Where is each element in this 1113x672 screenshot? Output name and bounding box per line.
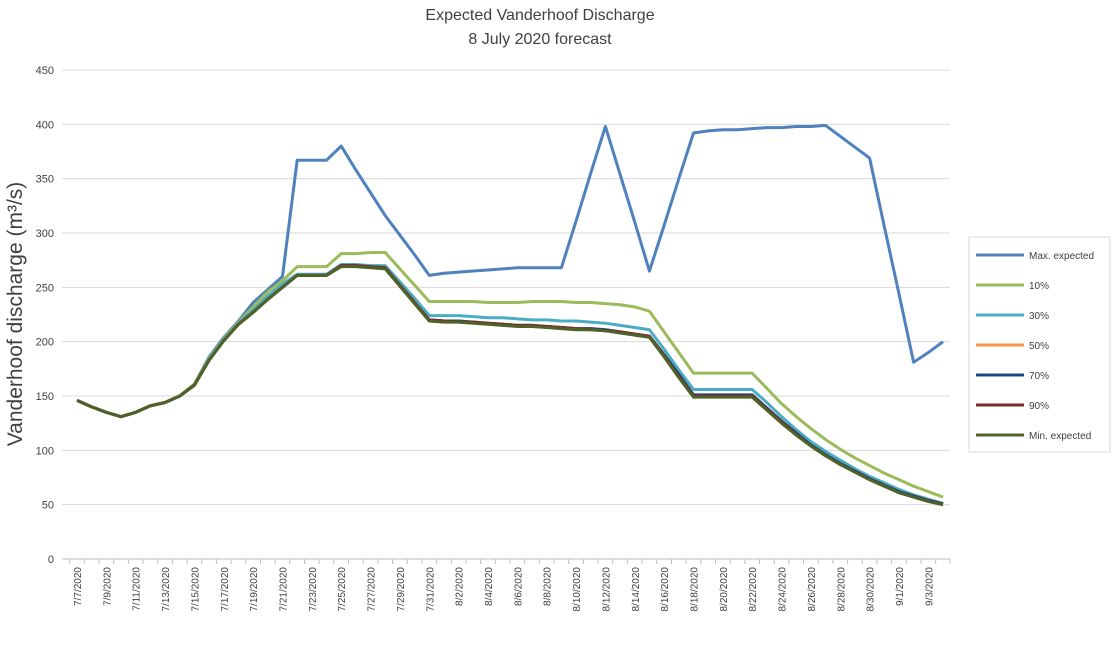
x-tick-label: 7/15/2020 <box>190 567 201 612</box>
x-tick-label: 8/16/2020 <box>660 567 671 612</box>
y-tick-label: 200 <box>36 337 54 349</box>
x-tick-label: 8/18/2020 <box>689 567 700 612</box>
x-tick-label: 9/3/2020 <box>924 567 935 606</box>
x-tick-label: 7/11/2020 <box>132 567 143 611</box>
x-tick-label: 7/13/2020 <box>161 567 172 612</box>
x-tick-label: 7/17/2020 <box>220 567 231 612</box>
x-tick-label: 8/14/2020 <box>631 567 642 612</box>
chart-title: Expected Vanderhoof Discharge <box>425 7 654 24</box>
series-line <box>76 251 944 499</box>
x-tick-label: 8/26/2020 <box>807 567 818 612</box>
x-tick-label: 8/28/2020 <box>836 567 847 612</box>
x-tick-label: 8/8/2020 <box>543 567 554 606</box>
x-tick-label: 8/4/2020 <box>484 567 495 606</box>
y-axis-label: Vanderhoof discharge (m³/s) <box>4 182 27 447</box>
x-tick-label: 7/21/2020 <box>278 567 289 612</box>
chart-subtitle: 8 July 2020 forecast <box>468 31 612 48</box>
x-tick-label: 7/9/2020 <box>102 567 113 606</box>
series-line <box>76 123 944 419</box>
x-tick-label: 8/22/2020 <box>748 567 759 612</box>
y-tick-label: 250 <box>36 282 54 294</box>
series-line <box>76 263 944 506</box>
x-tick-label: 7/23/2020 <box>308 567 319 612</box>
y-tick-label: 400 <box>36 119 54 131</box>
x-tick-label: 7/27/2020 <box>367 567 378 612</box>
x-tick-label: 8/24/2020 <box>778 567 789 612</box>
x-tick-label: 8/30/2020 <box>866 567 877 612</box>
legend-label: 10% <box>1029 281 1049 292</box>
series-line <box>76 265 944 507</box>
y-tick-label: 350 <box>36 174 54 186</box>
y-tick-label: 0 <box>48 554 54 566</box>
y-tick-label: 300 <box>36 228 54 240</box>
legend-label: 90% <box>1029 401 1049 412</box>
legend-label: Max. expected <box>1029 251 1094 262</box>
x-tick-label: 8/20/2020 <box>719 567 730 612</box>
x-tick-label: 7/31/2020 <box>425 567 436 612</box>
legend-label: Min. expected <box>1029 431 1091 442</box>
legend-label: 30% <box>1029 311 1049 322</box>
x-tick-label: 8/6/2020 <box>513 567 524 606</box>
y-tick-label: 50 <box>42 500 54 512</box>
x-tick-label: 7/25/2020 <box>337 567 348 612</box>
x-tick-label: 9/1/2020 <box>895 567 906 606</box>
x-tick-label: 8/10/2020 <box>572 567 583 612</box>
legend-label: 70% <box>1029 371 1049 382</box>
y-tick-label: 100 <box>36 445 54 457</box>
legend-label: 50% <box>1029 341 1049 352</box>
y-tick-label: 150 <box>36 391 54 403</box>
x-tick-label: 8/2/2020 <box>455 567 466 606</box>
x-tick-label: 7/7/2020 <box>73 567 84 606</box>
x-tick-label: 7/19/2020 <box>249 567 260 612</box>
x-tick-label: 8/12/2020 <box>601 567 612 612</box>
x-tick-label: 7/29/2020 <box>396 567 407 612</box>
y-tick-label: 450 <box>36 65 54 77</box>
